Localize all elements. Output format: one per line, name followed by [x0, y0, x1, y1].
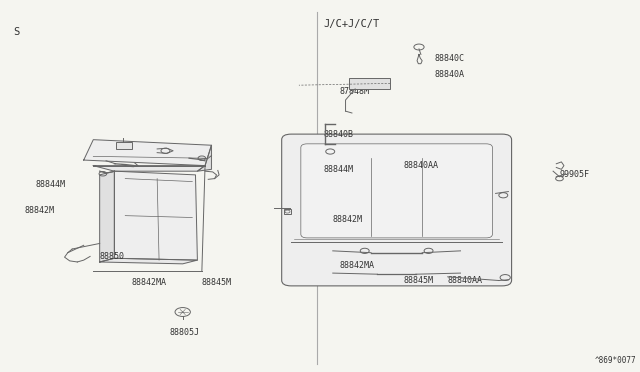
Text: J/C+J/C/T: J/C+J/C/T: [323, 19, 380, 29]
Text: 88844M: 88844M: [36, 180, 66, 189]
Text: 88842M: 88842M: [333, 215, 363, 224]
Text: 87848M: 87848M: [339, 87, 369, 96]
Text: 88845M: 88845M: [403, 276, 433, 285]
Text: 88842MA: 88842MA: [339, 261, 374, 270]
Bar: [116, 142, 132, 149]
Polygon shape: [100, 258, 197, 264]
Polygon shape: [197, 145, 211, 171]
Text: S: S: [13, 27, 20, 36]
Bar: [349, 78, 390, 89]
Polygon shape: [93, 166, 205, 171]
Text: 88845M: 88845M: [202, 278, 232, 287]
Text: ^869*0077: ^869*0077: [595, 356, 636, 365]
Bar: [284, 209, 291, 214]
Text: 99905F: 99905F: [559, 170, 589, 179]
Text: 88840A: 88840A: [435, 70, 465, 79]
Text: 88842M: 88842M: [25, 206, 55, 215]
Text: 88850: 88850: [100, 252, 125, 261]
FancyBboxPatch shape: [282, 134, 511, 286]
FancyBboxPatch shape: [301, 144, 492, 238]
Polygon shape: [100, 171, 115, 262]
Polygon shape: [84, 140, 211, 166]
Text: 88844M: 88844M: [323, 165, 353, 174]
Polygon shape: [115, 171, 197, 260]
Text: 88840B: 88840B: [323, 129, 353, 139]
Text: 88840AA: 88840AA: [403, 161, 438, 170]
Text: 88840C: 88840C: [435, 54, 465, 62]
Text: 88805J: 88805J: [170, 328, 200, 337]
Text: 88842MA: 88842MA: [132, 278, 166, 287]
Text: 88840AA: 88840AA: [448, 276, 483, 285]
